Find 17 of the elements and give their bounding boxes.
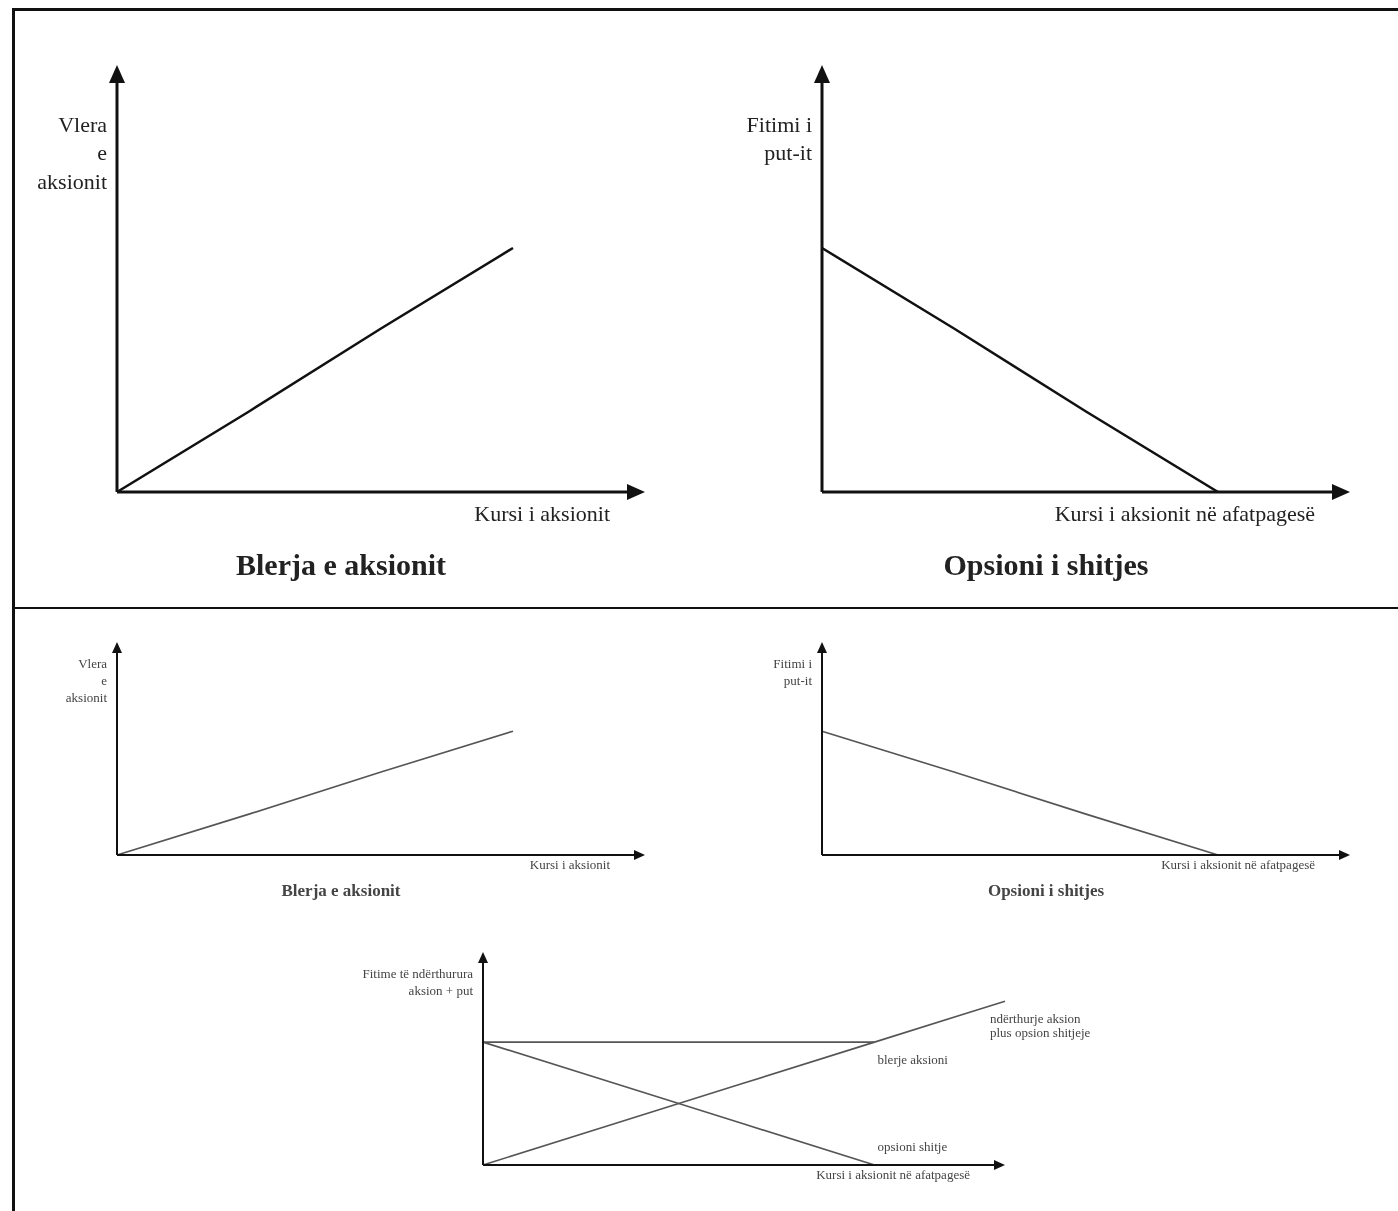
y-axis-title: Vlera e aksionit [37,111,108,194]
text: Opsioni i shitjes [943,547,1149,581]
series-label: ndërthurje aksion plus opsion shitjeje [990,1011,1091,1041]
x-axis-title: Kursi i aksionit [474,500,610,526]
text: Blerja e aksionit [281,880,401,900]
series-label: blerje aksioni [877,1052,949,1068]
y-axis-title: Vlera e aksionit [65,655,108,705]
x-axis-title: Kursi i aksionit [529,856,611,872]
text: Opsioni i shitjes [987,880,1105,900]
text: Blerja e aksionit [236,547,446,581]
x-axis-title: Kursi i aksionit në afatpagesë [1161,856,1316,872]
x-axis-title: Kursi i aksionit në afatpagesë [816,1166,971,1182]
y-axis-title: Fitimi i put-it [746,111,812,166]
x-axis-title: Kursi i aksionit në afatpagesë [1054,500,1315,526]
y-axis-title: Fitime të ndërthurura aksion + put [362,965,474,998]
series-label: opsioni shitje [877,1138,948,1154]
y-axis-title: Fitimi i put-it [773,655,813,688]
